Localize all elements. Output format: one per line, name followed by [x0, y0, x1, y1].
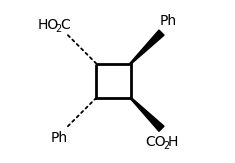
Text: Ph: Ph	[51, 131, 68, 145]
Text: H: H	[168, 135, 178, 149]
Text: 2: 2	[163, 141, 169, 151]
Text: HO: HO	[38, 18, 59, 32]
Text: 2: 2	[55, 24, 62, 34]
Text: C: C	[60, 18, 70, 32]
Text: Ph: Ph	[160, 14, 177, 28]
Text: CO: CO	[145, 135, 166, 149]
Polygon shape	[130, 97, 164, 131]
Polygon shape	[130, 30, 164, 64]
